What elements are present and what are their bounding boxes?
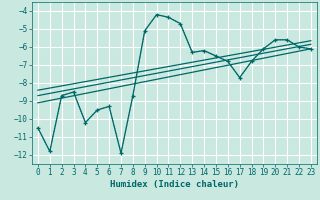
X-axis label: Humidex (Indice chaleur): Humidex (Indice chaleur) <box>110 180 239 189</box>
